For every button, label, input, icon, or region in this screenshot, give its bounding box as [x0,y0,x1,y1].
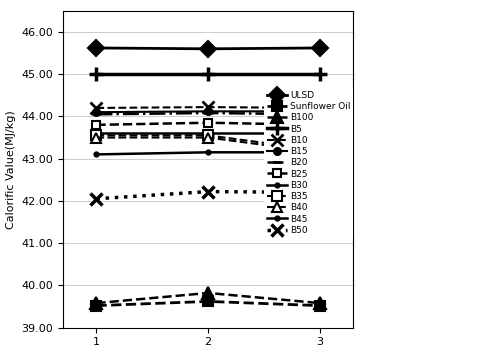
B5 [205,72,211,76]
B10 [93,106,99,110]
B10 [317,106,323,110]
Sunflower Oil [205,299,211,303]
B40 [205,135,211,140]
Line: B10: B10 [91,102,325,113]
B20 [205,111,211,115]
B25 [205,121,211,125]
B25 [93,123,99,127]
B35 [205,133,211,138]
B45 [317,150,323,154]
B15 [317,109,323,113]
Line: B30: B30 [92,129,324,138]
B40 [317,150,323,154]
B15 [93,110,99,114]
Line: ULSD: ULSD [91,42,325,54]
ULSD [205,47,211,51]
B20 [93,112,99,116]
Line: B35: B35 [91,131,325,155]
B10 [205,105,211,109]
ULSD [93,46,99,50]
Legend: ULSD, Sunflower Oil, B100, B5, B10, B15, B20, B25, B30, B35, B40, B45, B50: ULSD, Sunflower Oil, B100, B5, B10, B15,… [264,88,353,238]
Sunflower Oil [317,303,323,308]
Line: B100: B100 [91,287,325,309]
B45 [93,152,99,157]
Line: B20: B20 [92,109,324,118]
B5 [317,72,323,76]
B45 [205,150,211,154]
B100 [93,301,99,305]
B100 [205,291,211,295]
B50 [205,189,211,194]
B35 [93,133,99,138]
B30 [93,131,99,135]
B50 [93,197,99,201]
B100 [317,301,323,305]
Line: B25: B25 [92,118,324,129]
Line: B5: B5 [90,67,327,81]
Line: B50: B50 [90,185,326,205]
B20 [317,112,323,116]
Line: B45: B45 [92,148,324,159]
Line: B40: B40 [91,132,325,157]
B15 [205,109,211,113]
Line: Sunflower Oil: Sunflower Oil [91,297,325,310]
B30 [317,131,323,135]
B25 [317,123,323,127]
B35 [317,148,323,152]
B5 [93,72,99,76]
ULSD [317,46,323,50]
Y-axis label: Calorific Value(MJ/kg): Calorific Value(MJ/kg) [6,110,16,229]
Line: B15: B15 [93,108,323,116]
B50 [317,190,323,195]
B40 [93,135,99,140]
B30 [205,131,211,135]
Sunflower Oil [93,303,99,308]
